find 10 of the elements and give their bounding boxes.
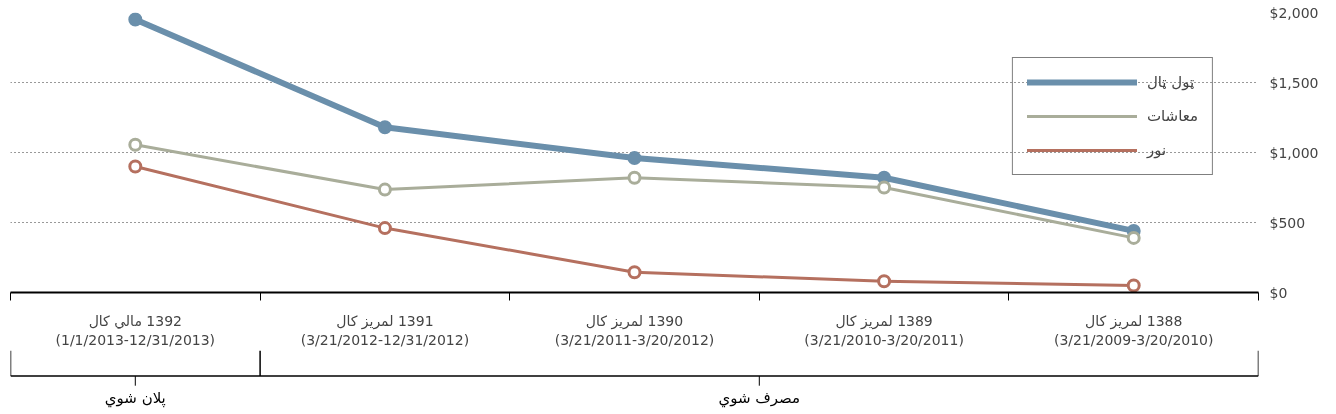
text: مصرف شوي bbox=[718, 388, 801, 408]
y-tick-label: $500 bbox=[1269, 214, 1306, 231]
text: ټول ټال bbox=[1146, 73, 1195, 91]
text: پلان شوي bbox=[104, 388, 166, 408]
y-tick-label: $1,000 bbox=[1269, 144, 1319, 161]
text: نور bbox=[1146, 141, 1167, 159]
y-tick-label: $1,500 bbox=[1269, 74, 1319, 91]
text: معاشات bbox=[1146, 107, 1198, 125]
y-tick-label: $2,000 bbox=[1269, 4, 1319, 21]
y-tick-label: $0 bbox=[1269, 284, 1288, 301]
